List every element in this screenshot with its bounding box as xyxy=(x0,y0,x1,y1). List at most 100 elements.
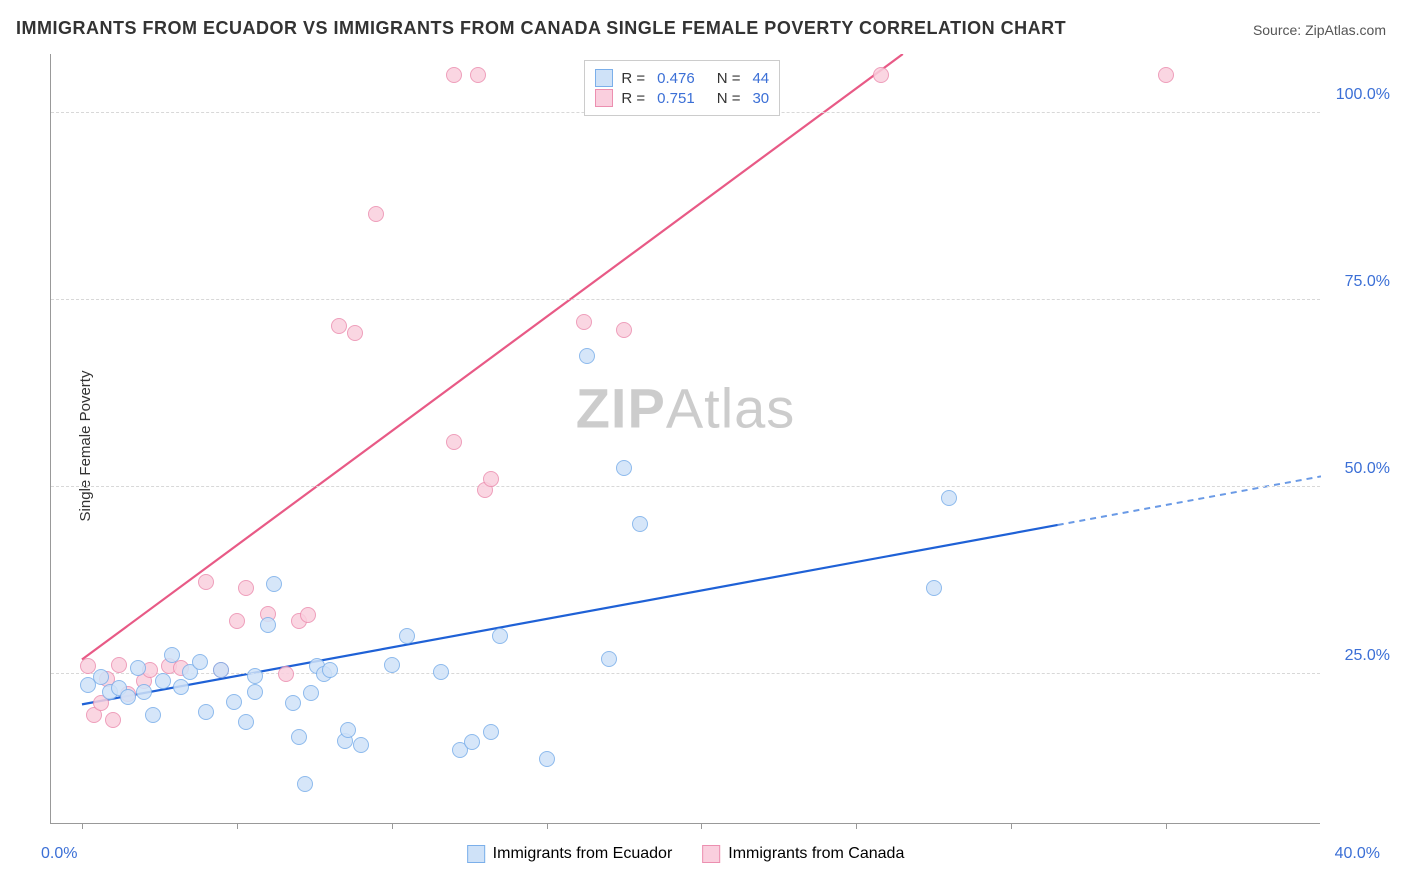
data-point-ecuador xyxy=(303,685,319,701)
legend-label-ecuador: Immigrants from Ecuador xyxy=(493,845,673,863)
data-point-ecuador xyxy=(247,668,263,684)
data-point-ecuador xyxy=(145,707,161,723)
data-point-canada xyxy=(105,712,121,728)
data-point-canada xyxy=(446,434,462,450)
n-value-canada: 30 xyxy=(752,90,769,107)
data-point-ecuador xyxy=(192,654,208,670)
data-point-ecuador xyxy=(285,695,301,711)
swatch-ecuador xyxy=(595,69,613,87)
r-value-ecuador: 0.476 xyxy=(657,70,695,87)
data-point-ecuador xyxy=(579,348,595,364)
data-point-ecuador xyxy=(632,516,648,532)
regression-line xyxy=(82,54,903,660)
chart-title: IMMIGRANTS FROM ECUADOR VS IMMIGRANTS FR… xyxy=(16,18,1066,39)
y-axis-tick-label: 25.0% xyxy=(1345,647,1390,665)
x-axis-tick-right: 40.0% xyxy=(1335,845,1380,863)
grid-line xyxy=(51,486,1320,487)
data-point-canada xyxy=(368,206,384,222)
data-point-ecuador xyxy=(539,751,555,767)
grid-line xyxy=(51,299,1320,300)
legend-row-canada: R = 0.751 N = 30 xyxy=(595,89,769,107)
swatch-ecuador xyxy=(467,845,485,863)
data-point-ecuador xyxy=(164,647,180,663)
data-point-ecuador xyxy=(322,662,338,678)
x-axis-tick-mark xyxy=(392,823,393,829)
legend-item-canada: Immigrants from Canada xyxy=(702,845,904,863)
data-point-canada xyxy=(229,613,245,629)
data-point-ecuador xyxy=(260,617,276,633)
data-point-canada xyxy=(198,574,214,590)
data-point-ecuador xyxy=(155,673,171,689)
correlation-legend: R = 0.476 N = 44 R = 0.751 N = 30 xyxy=(584,60,780,116)
data-point-ecuador xyxy=(120,689,136,705)
y-axis-tick-label: 100.0% xyxy=(1336,86,1390,104)
x-axis-tick-mark xyxy=(1011,823,1012,829)
x-axis-tick-left: 0.0% xyxy=(41,845,77,863)
data-point-canada xyxy=(331,318,347,334)
series-legend: Immigrants from Ecuador Immigrants from … xyxy=(467,845,905,863)
regression-line xyxy=(1058,476,1321,525)
n-label: N = xyxy=(717,70,741,87)
data-point-canada xyxy=(1158,67,1174,83)
data-point-ecuador xyxy=(173,679,189,695)
watermark: ZIPAtlas xyxy=(576,375,796,440)
swatch-canada xyxy=(595,89,613,107)
data-point-ecuador xyxy=(616,460,632,476)
legend-item-ecuador: Immigrants from Ecuador xyxy=(467,845,673,863)
data-point-ecuador xyxy=(297,776,313,792)
data-point-ecuador xyxy=(384,657,400,673)
x-axis-tick-mark xyxy=(237,823,238,829)
data-point-ecuador xyxy=(266,576,282,592)
data-point-ecuador xyxy=(213,662,229,678)
data-point-ecuador xyxy=(601,651,617,667)
r-label: R = xyxy=(621,90,645,107)
scatter-plot-area: ZIPAtlas R = 0.476 N = 44 R = 0.751 N = … xyxy=(50,54,1320,824)
data-point-canada xyxy=(446,67,462,83)
y-axis-tick-label: 75.0% xyxy=(1345,273,1390,291)
data-point-ecuador xyxy=(247,684,263,700)
n-label: N = xyxy=(717,90,741,107)
n-value-ecuador: 44 xyxy=(752,70,769,87)
data-point-canada xyxy=(111,657,127,673)
data-point-ecuador xyxy=(291,729,307,745)
data-point-ecuador xyxy=(353,737,369,753)
legend-row-ecuador: R = 0.476 N = 44 xyxy=(595,69,769,87)
data-point-canada xyxy=(347,325,363,341)
x-axis-tick-mark xyxy=(856,823,857,829)
data-point-ecuador xyxy=(93,669,109,685)
data-point-ecuador xyxy=(238,714,254,730)
data-point-ecuador xyxy=(941,490,957,506)
data-point-ecuador xyxy=(464,734,480,750)
source-attribution: Source: ZipAtlas.com xyxy=(1253,22,1386,38)
data-point-canada xyxy=(576,314,592,330)
r-value-canada: 0.751 xyxy=(657,90,695,107)
data-point-canada xyxy=(278,666,294,682)
data-point-canada xyxy=(616,322,632,338)
data-point-canada xyxy=(483,471,499,487)
data-point-ecuador xyxy=(136,684,152,700)
r-label: R = xyxy=(621,70,645,87)
y-axis-tick-label: 50.0% xyxy=(1345,460,1390,478)
x-axis-tick-mark xyxy=(82,823,83,829)
data-point-ecuador xyxy=(198,704,214,720)
regression-line xyxy=(82,525,1058,704)
data-point-canada xyxy=(238,580,254,596)
regression-lines xyxy=(51,54,1321,824)
data-point-ecuador xyxy=(340,722,356,738)
data-point-ecuador xyxy=(399,628,415,644)
x-axis-tick-mark xyxy=(1166,823,1167,829)
data-point-ecuador xyxy=(130,660,146,676)
data-point-ecuador xyxy=(926,580,942,596)
swatch-canada xyxy=(702,845,720,863)
legend-label-canada: Immigrants from Canada xyxy=(728,845,904,863)
data-point-ecuador xyxy=(226,694,242,710)
data-point-ecuador xyxy=(433,664,449,680)
data-point-ecuador xyxy=(483,724,499,740)
data-point-canada xyxy=(873,67,889,83)
x-axis-tick-mark xyxy=(701,823,702,829)
data-point-canada xyxy=(470,67,486,83)
data-point-ecuador xyxy=(492,628,508,644)
x-axis-tick-mark xyxy=(547,823,548,829)
grid-line xyxy=(51,673,1320,674)
data-point-canada xyxy=(300,607,316,623)
